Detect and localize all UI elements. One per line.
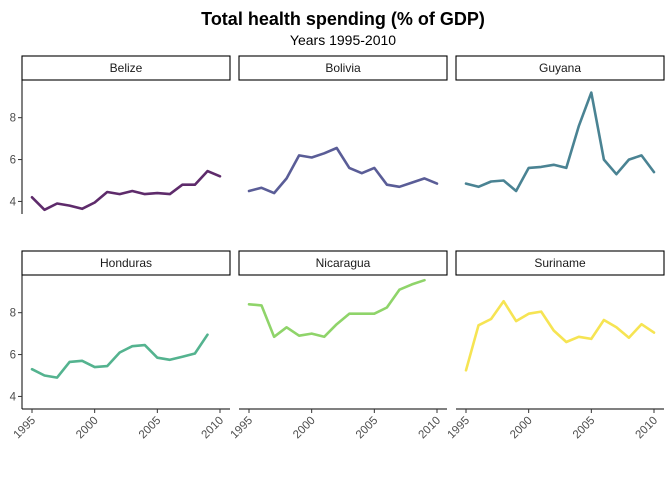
x-tick-label: 2010 bbox=[417, 415, 444, 442]
series-line bbox=[247, 146, 439, 195]
x-tick-label: 2010 bbox=[200, 415, 227, 442]
facet-strip-label: Belize bbox=[110, 61, 143, 75]
x-tick-label: 2005 bbox=[571, 415, 598, 442]
facet-strip bbox=[238, 250, 448, 276]
series-line bbox=[464, 299, 656, 372]
x-tick-label: 2000 bbox=[508, 415, 535, 442]
facet-panel: Nicaragua 1995 2000 2005 2010 bbox=[229, 250, 448, 442]
facet-strip bbox=[455, 55, 665, 81]
facet-strip-label: Honduras bbox=[100, 256, 152, 270]
series-line bbox=[247, 278, 426, 339]
facet-panel: Suriname 1995 2000 2005 2010 bbox=[446, 250, 665, 442]
y-tick-label: 8 bbox=[10, 113, 16, 125]
series-line bbox=[464, 91, 656, 193]
x-tick-label: 2005 bbox=[137, 415, 164, 442]
y-tick-label: 4 bbox=[10, 196, 17, 208]
facet-panel: Guyana bbox=[455, 55, 665, 193]
y-tick-label: 4 bbox=[10, 391, 17, 403]
facet-panels: Belize 4 6 8 Bolivia Guyana Honduras 4 6 8 1995 200… bbox=[10, 55, 665, 442]
y-tick-label: 8 bbox=[10, 308, 16, 320]
facet-panel: Belize 4 6 8 bbox=[10, 55, 231, 214]
x-tick-label: 1995 bbox=[229, 415, 256, 442]
facet-strip bbox=[21, 55, 231, 81]
x-tick-label: 2000 bbox=[291, 415, 318, 442]
x-tick-label: 2005 bbox=[354, 415, 381, 442]
chart-title: Total health spending (% of GDP) bbox=[201, 9, 485, 29]
series-line bbox=[30, 333, 209, 379]
y-tick-label: 6 bbox=[10, 350, 16, 362]
x-tick-label: 1995 bbox=[446, 415, 473, 442]
chart-subtitle: Years 1995-2010 bbox=[290, 32, 396, 48]
facet-panel: Honduras 4 6 8 1995 2000 2005 2010 bbox=[10, 250, 231, 442]
facet-panel: Bolivia bbox=[238, 55, 448, 195]
y-tick-label: 6 bbox=[10, 155, 16, 167]
x-tick-label: 1995 bbox=[12, 415, 39, 442]
facet-strip-label: Bolivia bbox=[325, 61, 361, 75]
facet-strip bbox=[21, 250, 231, 276]
x-tick-label: 2000 bbox=[74, 415, 101, 442]
facet-strip-label: Guyana bbox=[539, 61, 581, 75]
facet-strip-label: Nicaragua bbox=[316, 256, 371, 270]
series-line bbox=[30, 169, 222, 212]
facet-strip-label: Suriname bbox=[534, 256, 586, 270]
facet-strip bbox=[455, 250, 665, 276]
facet-strip bbox=[238, 55, 448, 81]
x-tick-label: 2010 bbox=[634, 415, 661, 442]
